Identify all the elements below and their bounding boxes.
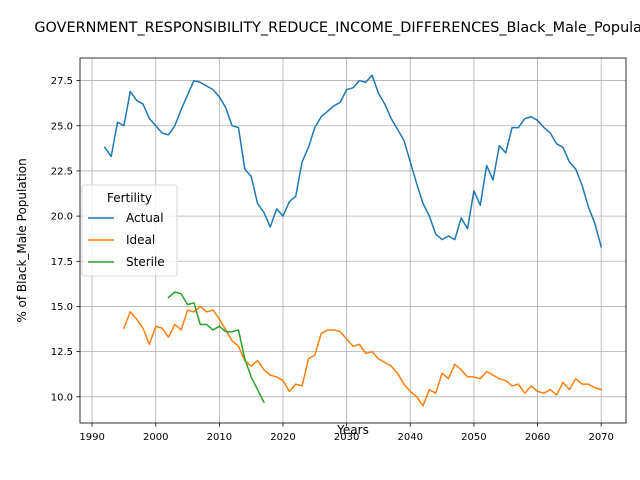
x-tick-label: 2020	[270, 432, 295, 443]
x-tick-label: 2010	[207, 432, 232, 443]
x-axis-ticks: 1990 2000 2010 2020 2030 2040 2050 2060 2070	[79, 423, 614, 443]
chart-title: GOVERNMENT_RESPONSIBILITY_REDUCE_INCOME_…	[34, 20, 640, 36]
grid	[80, 58, 626, 423]
legend-label-actual: Actual	[126, 211, 164, 225]
series-lines	[103, 74, 603, 407]
legend: Fertility Actual Ideal Sterile	[81, 184, 178, 277]
y-tick-label: 25.0	[51, 121, 73, 132]
x-tick-label: 2070	[588, 432, 613, 443]
x-tick-label: 2000	[143, 432, 168, 443]
y-axis-ticks: 10.0 12.5 15.0 17.5 20.0 22.5 25.0 27.5	[51, 76, 80, 403]
series-line-sterile	[167, 291, 265, 404]
y-tick-label: 10.0	[51, 392, 73, 403]
x-axis-label: Years	[336, 423, 369, 437]
y-tick-label: 12.5	[51, 347, 73, 358]
x-tick-label: 2040	[398, 432, 423, 443]
series-line-ideal	[122, 305, 603, 407]
y-tick-label: 22.5	[51, 167, 73, 178]
legend-entries: Actual Ideal Sterile	[88, 211, 165, 269]
legend-box	[81, 184, 178, 277]
x-tick-label: 2060	[525, 432, 550, 443]
legend-title: Fertility	[107, 191, 152, 205]
x-tick-label: 2030	[334, 432, 359, 443]
series-line-actual	[103, 74, 603, 248]
axes-frame	[79, 57, 627, 424]
legend-label-sterile: Sterile	[126, 255, 165, 269]
legend-label-ideal: Ideal	[126, 233, 155, 247]
x-tick-label: 2050	[461, 432, 486, 443]
x-tick-label: 1990	[79, 432, 104, 443]
y-tick-label: 20.0	[51, 212, 73, 223]
y-axis-label: % of Black_Male Population	[15, 158, 29, 322]
y-tick-label: 27.5	[51, 76, 73, 87]
y-tick-label: 15.0	[51, 302, 73, 313]
y-tick-label: 17.5	[51, 257, 73, 268]
